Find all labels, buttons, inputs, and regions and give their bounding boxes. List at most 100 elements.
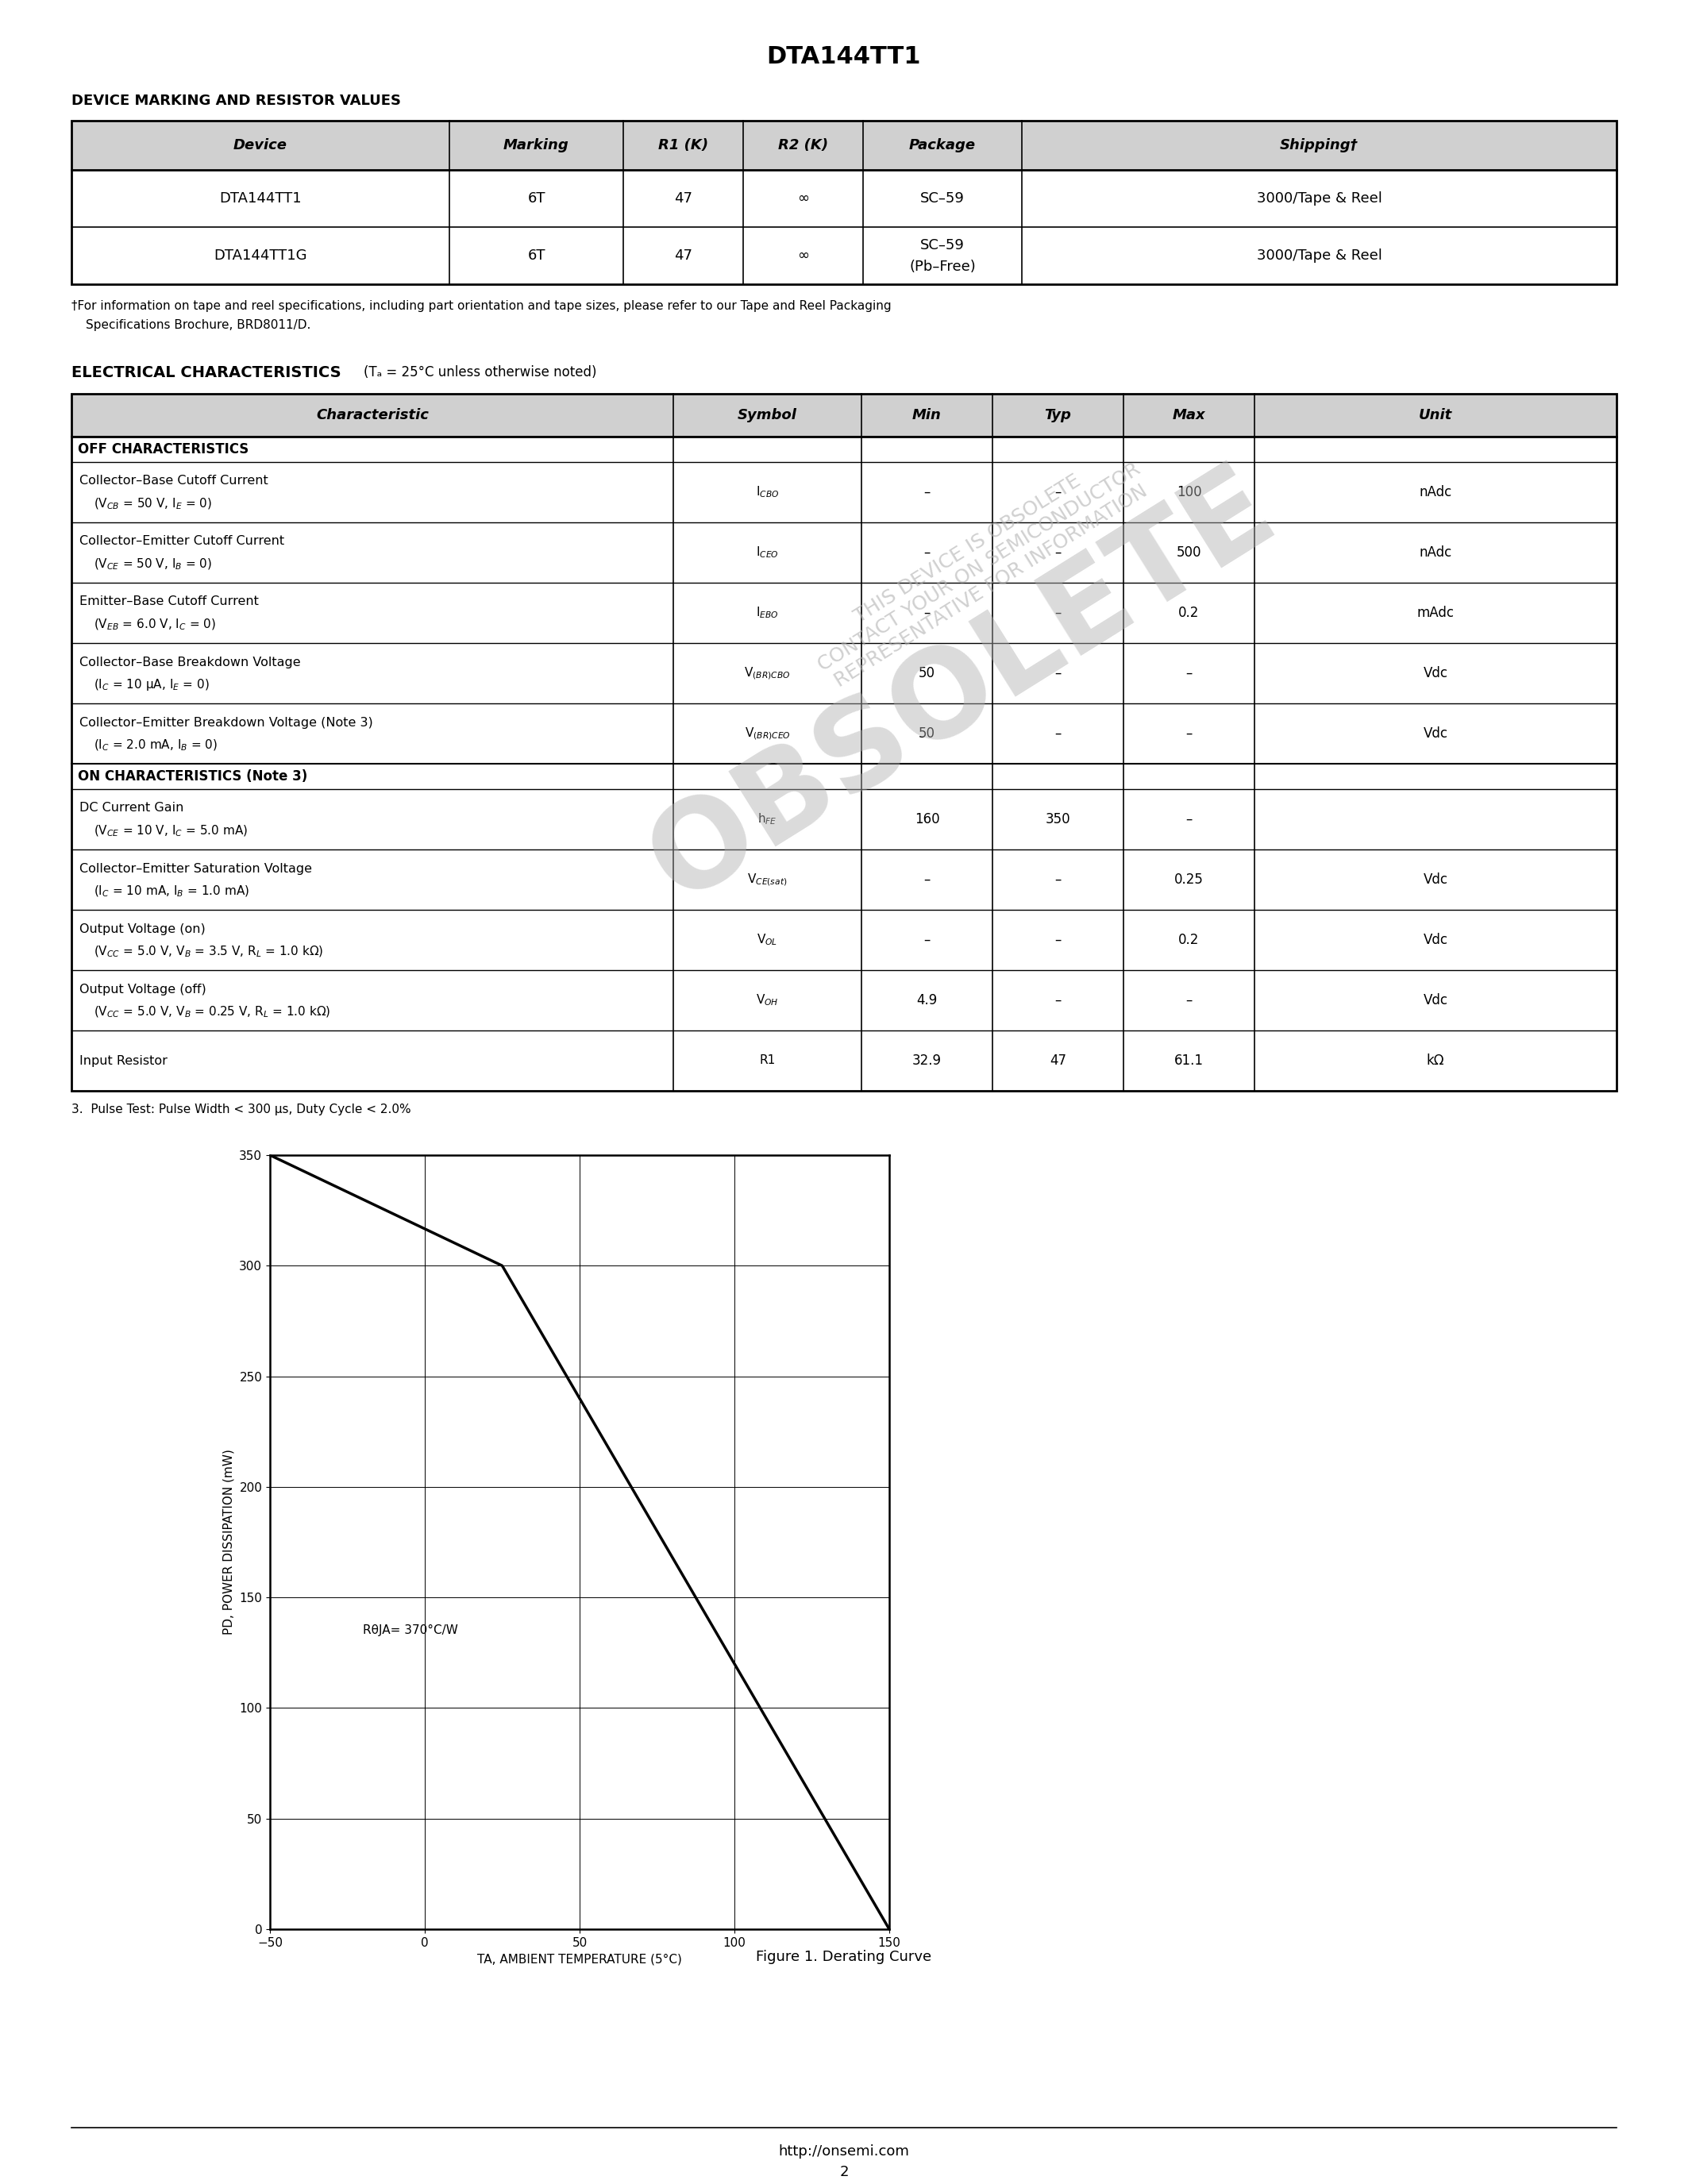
- Text: –: –: [1055, 485, 1062, 500]
- Text: OFF CHARACTERISTICS: OFF CHARACTERISTICS: [78, 441, 248, 456]
- Text: RθJA= 370°C/W: RθJA= 370°C/W: [363, 1625, 457, 1636]
- Text: –: –: [1055, 666, 1062, 681]
- Text: R1: R1: [760, 1055, 775, 1066]
- Text: 32.9: 32.9: [912, 1053, 942, 1068]
- Text: (V$_{CE}$ = 50 V, I$_B$ = 0): (V$_{CE}$ = 50 V, I$_B$ = 0): [95, 557, 213, 572]
- Text: –: –: [923, 485, 930, 500]
- Text: DC Current Gain: DC Current Gain: [79, 802, 184, 815]
- Text: 350: 350: [1045, 812, 1070, 826]
- Bar: [71, 120, 1617, 284]
- Text: Output Voltage (off): Output Voltage (off): [79, 983, 206, 996]
- Text: R2 (K): R2 (K): [778, 138, 829, 153]
- Text: I$_{CBO}$: I$_{CBO}$: [756, 485, 780, 500]
- Text: Shipping†: Shipping†: [1280, 138, 1359, 153]
- Text: Max: Max: [1173, 408, 1205, 422]
- Text: V$_{(BR)CEO}$: V$_{(BR)CEO}$: [744, 725, 790, 740]
- Text: Device: Device: [233, 138, 287, 153]
- Text: Input Resistor: Input Resistor: [79, 1055, 167, 1066]
- Text: ELECTRICAL CHARACTERISTICS: ELECTRICAL CHARACTERISTICS: [71, 365, 341, 380]
- Text: –: –: [923, 605, 930, 620]
- Text: 50: 50: [918, 666, 935, 681]
- Text: 47: 47: [674, 192, 692, 205]
- Text: –: –: [1055, 605, 1062, 620]
- Text: V$_{OH}$: V$_{OH}$: [756, 994, 778, 1007]
- Text: 3.  Pulse Test: Pulse Width < 300 μs, Duty Cycle < 2.0%: 3. Pulse Test: Pulse Width < 300 μs, Dut…: [71, 1103, 410, 1116]
- Text: V$_{(BR)CBO}$: V$_{(BR)CBO}$: [744, 666, 790, 681]
- Text: OBSOLETE: OBSOLETE: [630, 448, 1295, 926]
- Text: nAdc: nAdc: [1420, 546, 1452, 559]
- Text: Specifications Brochure, BRD8011/D.: Specifications Brochure, BRD8011/D.: [86, 319, 311, 332]
- Text: 100: 100: [1177, 485, 1202, 500]
- Text: (V$_{EB}$ = 6.0 V, I$_C$ = 0): (V$_{EB}$ = 6.0 V, I$_C$ = 0): [95, 618, 216, 631]
- Text: Vdc: Vdc: [1423, 933, 1448, 948]
- Text: (V$_{CE}$ = 10 V, I$_C$ = 5.0 mA): (V$_{CE}$ = 10 V, I$_C$ = 5.0 mA): [95, 823, 248, 839]
- Text: I$_{CEO}$: I$_{CEO}$: [756, 546, 778, 559]
- Text: (V$_{CB}$ = 50 V, I$_E$ = 0): (V$_{CB}$ = 50 V, I$_E$ = 0): [95, 496, 213, 511]
- Text: –: –: [923, 871, 930, 887]
- Text: ∞: ∞: [797, 249, 809, 262]
- Text: Vdc: Vdc: [1423, 727, 1448, 740]
- Text: Min: Min: [912, 408, 942, 422]
- Text: (Tₐ = 25°C unless otherwise noted): (Tₐ = 25°C unless otherwise noted): [363, 365, 596, 380]
- Text: Symbol: Symbol: [738, 408, 797, 422]
- Y-axis label: PD, POWER DISSIPATION (mW): PD, POWER DISSIPATION (mW): [223, 1450, 235, 1636]
- Text: Package: Package: [910, 138, 976, 153]
- Text: 500: 500: [1177, 546, 1202, 559]
- Text: 0.2: 0.2: [1178, 933, 1200, 948]
- Text: 4.9: 4.9: [917, 994, 937, 1007]
- Text: Marking: Marking: [503, 138, 569, 153]
- Text: Unit: Unit: [1418, 408, 1452, 422]
- Text: –: –: [923, 933, 930, 948]
- Text: (I$_C$ = 10 mA, I$_B$ = 1.0 mA): (I$_C$ = 10 mA, I$_B$ = 1.0 mA): [95, 885, 250, 900]
- Text: (I$_C$ = 10 μA, I$_E$ = 0): (I$_C$ = 10 μA, I$_E$ = 0): [95, 677, 209, 692]
- Text: SC–59: SC–59: [920, 192, 964, 205]
- Text: Collector–Base Breakdown Voltage: Collector–Base Breakdown Voltage: [79, 655, 300, 668]
- Text: 160: 160: [915, 812, 940, 826]
- Text: Figure 1. Derating Curve: Figure 1. Derating Curve: [756, 1950, 932, 1963]
- Text: 2: 2: [839, 2164, 849, 2180]
- Bar: [71, 393, 1617, 437]
- Text: –: –: [1055, 546, 1062, 559]
- Text: V$_{CE(sat)}$: V$_{CE(sat)}$: [748, 871, 787, 887]
- Text: V$_{OL}$: V$_{OL}$: [756, 933, 778, 948]
- Text: Vdc: Vdc: [1423, 666, 1448, 681]
- Text: 0.25: 0.25: [1175, 871, 1204, 887]
- Text: nAdc: nAdc: [1420, 485, 1452, 500]
- Text: 50: 50: [918, 727, 935, 740]
- Text: kΩ: kΩ: [1426, 1053, 1445, 1068]
- Text: DTA144TT1G: DTA144TT1G: [214, 249, 307, 262]
- Text: 3000/Tape & Reel: 3000/Tape & Reel: [1256, 249, 1382, 262]
- Bar: [71, 393, 1617, 1090]
- Text: SC–59: SC–59: [920, 238, 964, 253]
- Text: DTA144TT1: DTA144TT1: [219, 192, 302, 205]
- Text: h$_{FE}$: h$_{FE}$: [758, 812, 776, 828]
- Text: R1 (K): R1 (K): [658, 138, 709, 153]
- Text: Output Voltage (on): Output Voltage (on): [79, 924, 206, 935]
- Text: (V$_{CC}$ = 5.0 V, V$_B$ = 3.5 V, R$_L$ = 1.0 kΩ): (V$_{CC}$ = 5.0 V, V$_B$ = 3.5 V, R$_L$ …: [95, 943, 324, 959]
- Text: Vdc: Vdc: [1423, 994, 1448, 1007]
- Text: DTA144TT1: DTA144TT1: [766, 46, 922, 68]
- Text: 6T: 6T: [527, 192, 545, 205]
- Text: THIS DEVICE IS OBSOLETE
CONTACT YOUR ON SEMICONDUCTOR
REPRESENTATIVE FOR INFORMA: THIS DEVICE IS OBSOLETE CONTACT YOUR ON …: [803, 441, 1155, 695]
- Text: –: –: [1055, 994, 1062, 1007]
- Text: 47: 47: [674, 249, 692, 262]
- Text: –: –: [1185, 994, 1192, 1007]
- Text: Characteristic: Characteristic: [316, 408, 429, 422]
- Text: 6T: 6T: [527, 249, 545, 262]
- Text: Collector–Base Cutoff Current: Collector–Base Cutoff Current: [79, 476, 268, 487]
- Text: Typ: Typ: [1045, 408, 1072, 422]
- Text: 61.1: 61.1: [1175, 1053, 1204, 1068]
- Text: 47: 47: [1050, 1053, 1067, 1068]
- Text: –: –: [1055, 933, 1062, 948]
- Text: 0.2: 0.2: [1178, 605, 1200, 620]
- Text: DEVICE MARKING AND RESISTOR VALUES: DEVICE MARKING AND RESISTOR VALUES: [71, 94, 402, 107]
- Text: –: –: [1055, 727, 1062, 740]
- Text: Collector–Emitter Saturation Voltage: Collector–Emitter Saturation Voltage: [79, 863, 312, 874]
- Text: (I$_C$ = 2.0 mA, I$_B$ = 0): (I$_C$ = 2.0 mA, I$_B$ = 0): [95, 738, 218, 753]
- Text: –: –: [1185, 666, 1192, 681]
- Text: (Pb–Free): (Pb–Free): [910, 260, 976, 273]
- Text: –: –: [923, 546, 930, 559]
- Text: Emitter–Base Cutoff Current: Emitter–Base Cutoff Current: [79, 596, 258, 607]
- Bar: [71, 120, 1617, 170]
- Text: mAdc: mAdc: [1416, 605, 1453, 620]
